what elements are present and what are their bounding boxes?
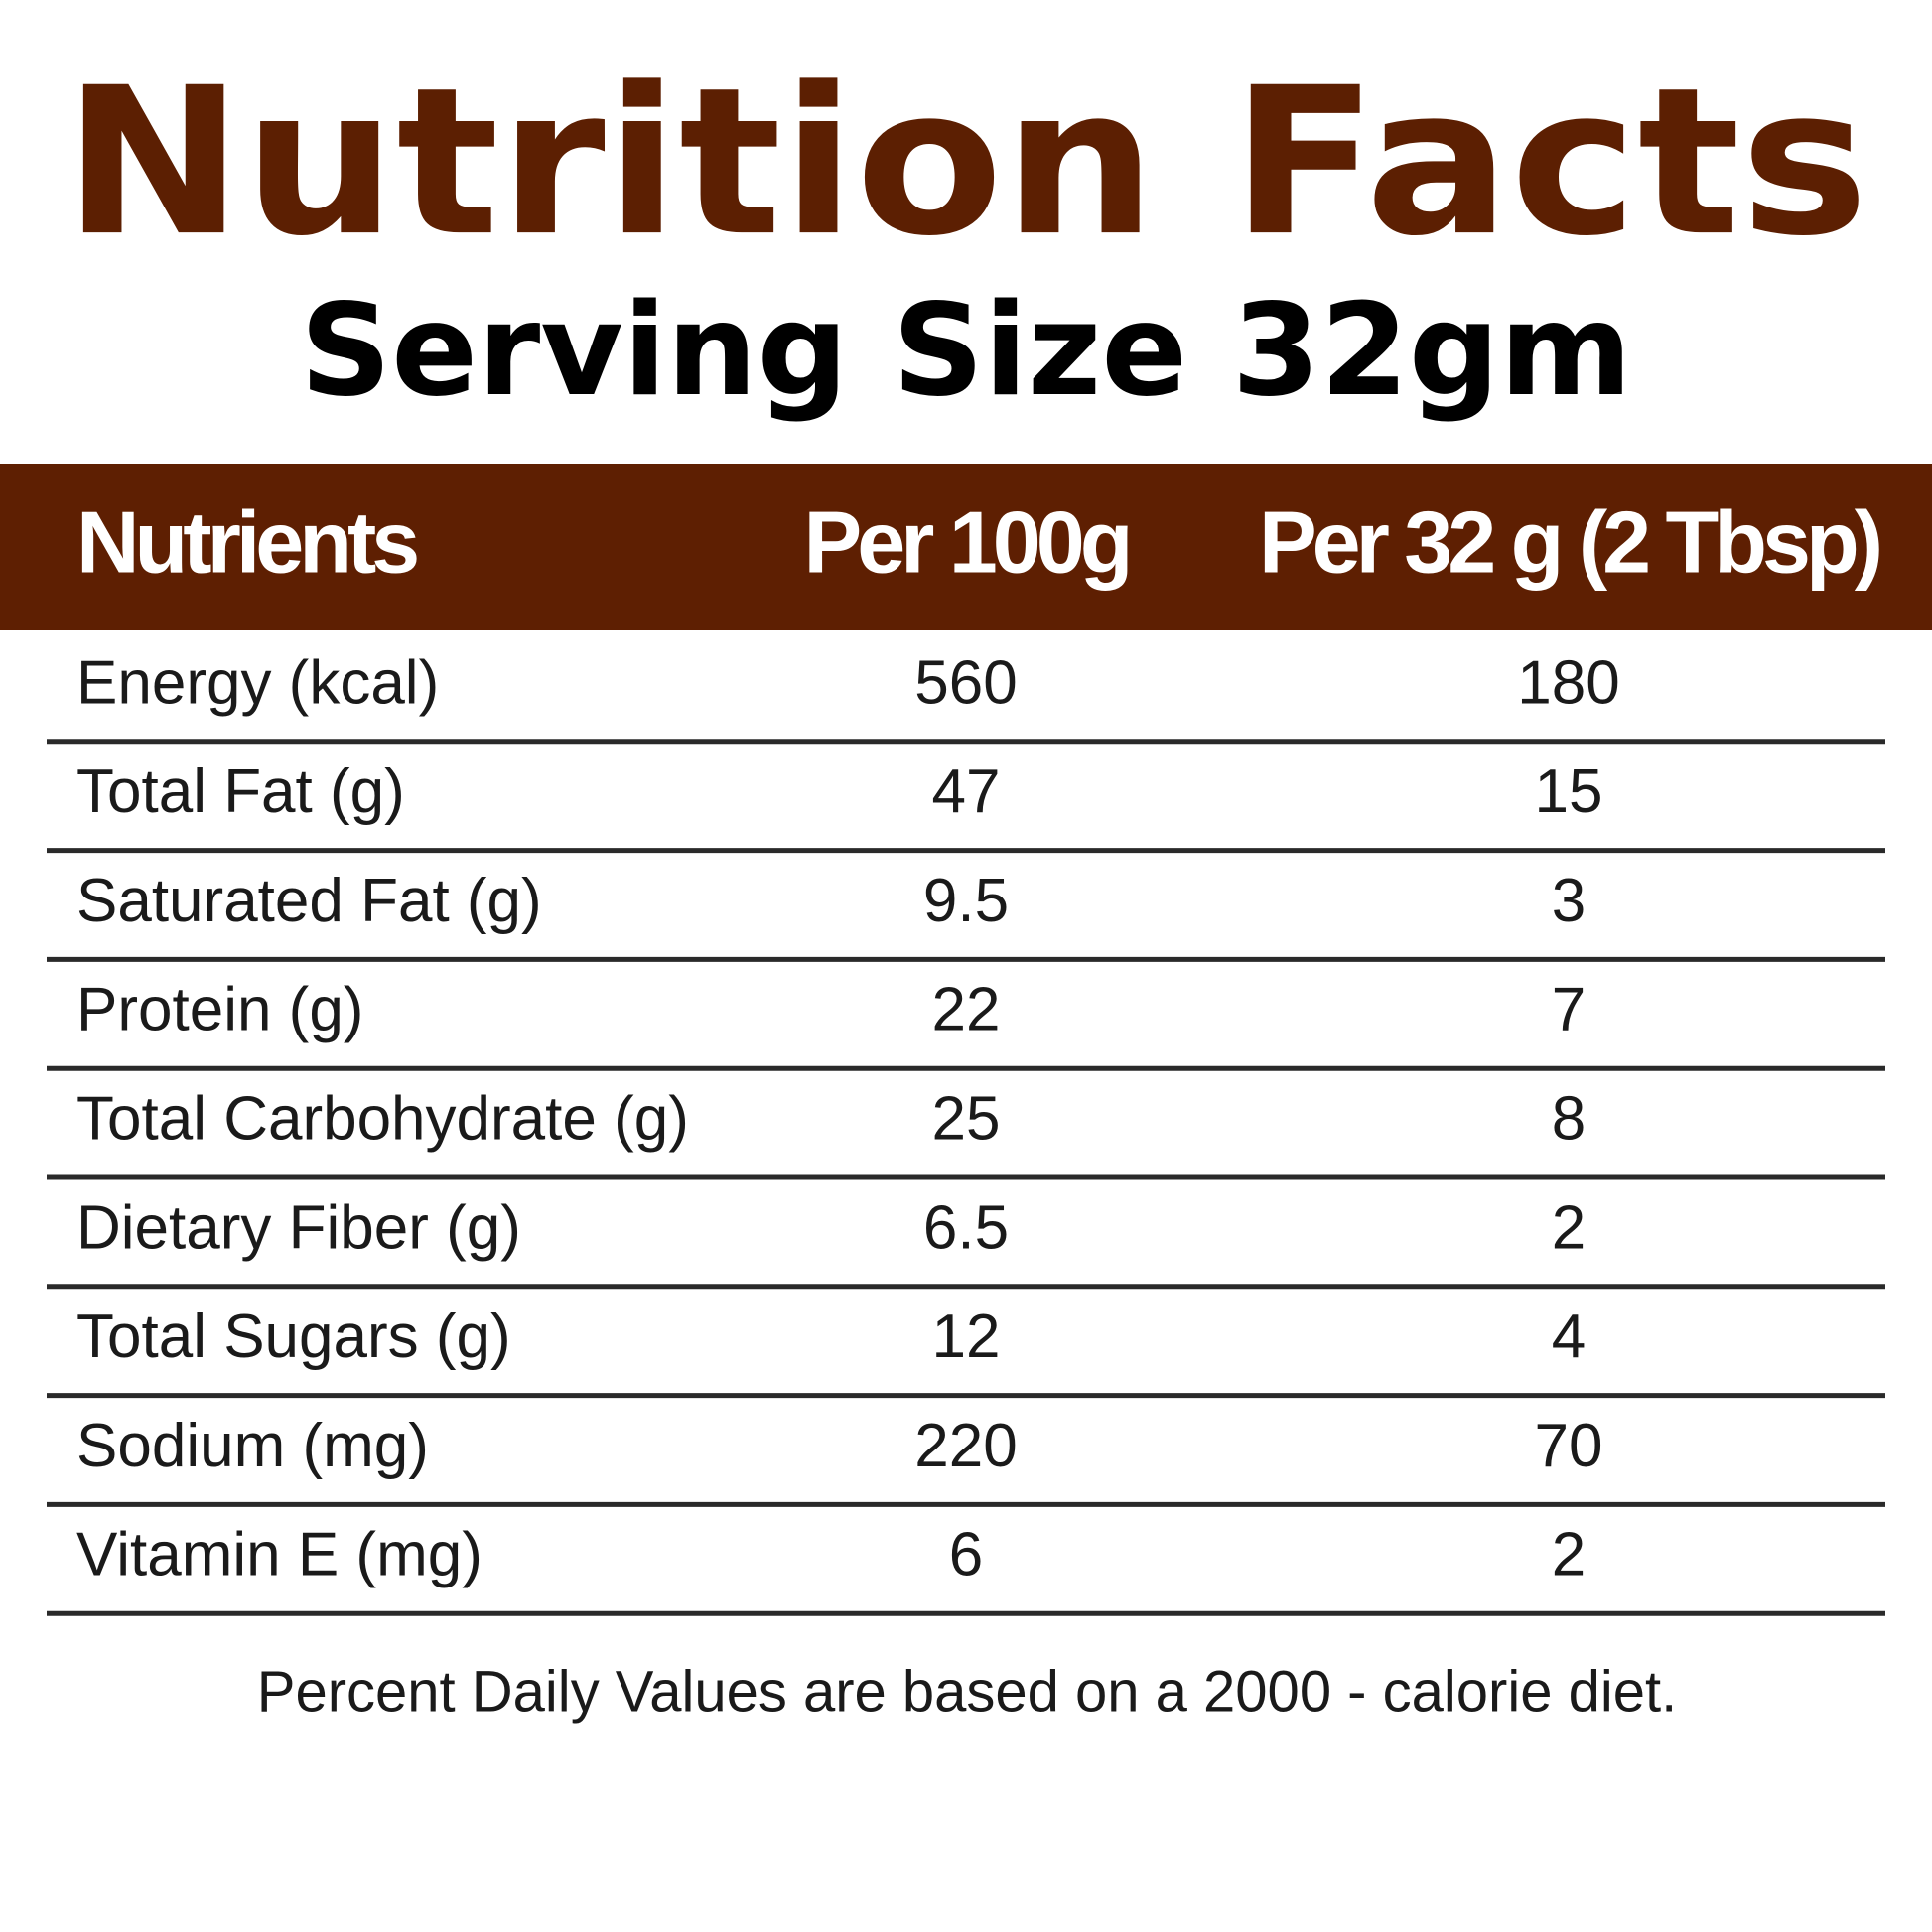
nutrient-value: 6.5 [923,1193,1009,1262]
nutrient-value: 2 [1552,1521,1586,1589]
nutrient-value: 3 [1552,867,1586,935]
column-header: Per 100g [804,492,1129,591]
nutrient-value: 22 [932,976,1001,1044]
nutrient-value: 560 [914,648,1017,717]
nutrient-value: 47 [932,758,1001,826]
nutrient-value: 220 [914,1412,1017,1480]
nutrient-value: 9.5 [923,867,1009,935]
column-header: Nutrients [76,492,417,591]
nutrient-value: 8 [1552,1084,1586,1153]
nutrient-name: Total Sugars (g) [76,1303,511,1371]
nutrient-value: 7 [1552,976,1586,1044]
nutrient-name: Protein (g) [76,976,363,1044]
nutrient-value: 4 [1552,1303,1586,1371]
nutrient-value: 6 [949,1521,983,1589]
nutrient-value: 70 [1535,1412,1603,1480]
nutrient-value: 180 [1517,648,1619,717]
nutrient-name: Dietary Fiber (g) [76,1193,521,1262]
nutrient-name: Total Carbohydrate (g) [76,1084,689,1153]
nutrient-name: Energy (kcal) [76,648,439,717]
nutrient-value: 15 [1535,758,1603,826]
nutrient-name: Sodium (mg) [76,1412,429,1480]
header-band [0,464,1932,630]
column-header: Per 32 g (2 Tbsp) [1259,492,1879,591]
title: Nutrition Facts [64,45,1868,281]
subtitle: Serving Size 32gm [300,277,1632,425]
nutrient-name: Vitamin E (mg) [76,1521,483,1589]
nutrient-name: Saturated Fat (g) [76,867,542,935]
nutrient-name: Total Fat (g) [76,758,405,826]
nutrient-value: 25 [932,1084,1001,1153]
nutrient-value: 12 [932,1303,1001,1371]
footnote: Percent Daily Values are based on a 2000… [257,1659,1677,1724]
nutrient-value: 2 [1552,1193,1586,1262]
